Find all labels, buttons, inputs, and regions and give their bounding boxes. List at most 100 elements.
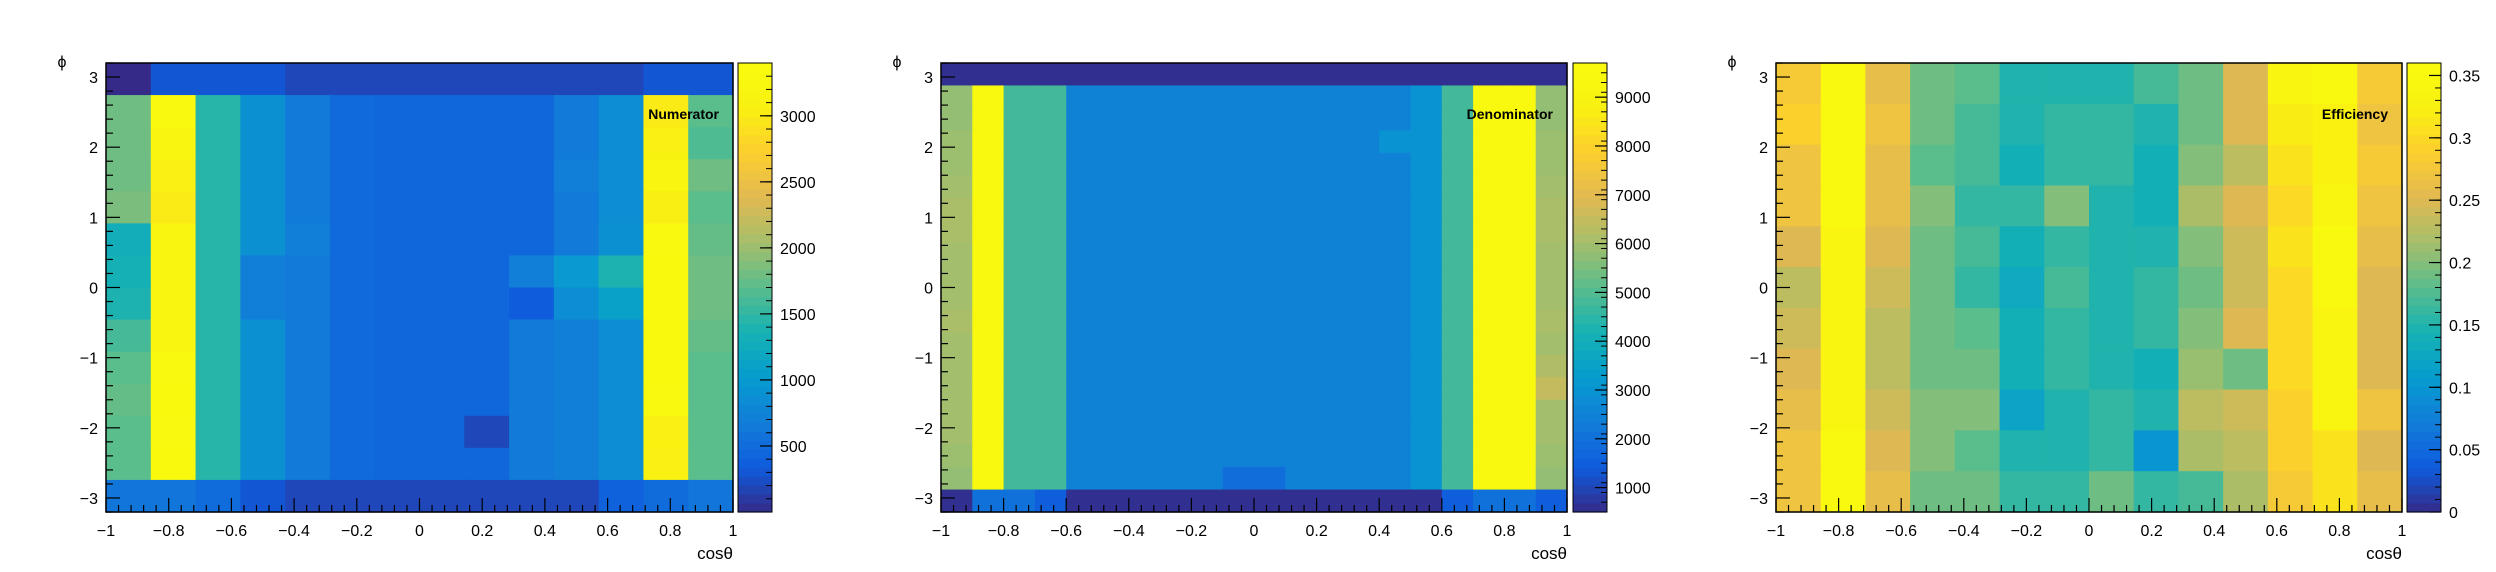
- heatmap-cell: [1535, 309, 1568, 333]
- heatmap-cell: [1473, 175, 1505, 199]
- heatmap-cell: [509, 255, 555, 289]
- heatmap-cell: [2089, 267, 2135, 309]
- heatmap-cell: [1128, 197, 1161, 221]
- heatmap-cell: [1504, 377, 1537, 401]
- heatmap-cell: [374, 319, 421, 353]
- palette-tick-label: 7000: [1615, 188, 1651, 205]
- heatmap-cell: [1954, 389, 2001, 431]
- heatmap-cell: [1128, 152, 1161, 176]
- heatmap-cell: [1379, 399, 1412, 423]
- heatmap-cell: [1379, 85, 1412, 109]
- heatmap-cell: [419, 383, 465, 417]
- heatmap-cell: [1316, 152, 1349, 176]
- heatmap-cell: [1473, 242, 1505, 266]
- heatmap-cell: [2044, 103, 2090, 146]
- heatmap-cell: [195, 351, 241, 385]
- heatmap-cell: [1954, 63, 2001, 105]
- heatmap-cell: [1999, 348, 2045, 391]
- heatmap-cell: [509, 223, 555, 257]
- palette-band: [1573, 467, 1607, 477]
- heatmap-cell: [1254, 85, 1286, 109]
- heatmap-cell: [2044, 389, 2090, 431]
- heatmap-cell: [2357, 226, 2403, 268]
- palette-band: [738, 188, 772, 199]
- heatmap-cell: [688, 319, 734, 353]
- heatmap-cell: [941, 489, 973, 513]
- heatmap-cell: [1954, 430, 2001, 472]
- heatmap-cell: [1066, 422, 1099, 446]
- heatmap-cell: [106, 159, 152, 192]
- heatmap-cell: [419, 223, 465, 257]
- heatmap-cell: [1034, 489, 1067, 513]
- heatmap-cell: [1504, 422, 1537, 446]
- heatmap-cells: [106, 63, 734, 513]
- heatmap-cell: [1910, 471, 1956, 513]
- heatmap-cell: [464, 415, 510, 449]
- heatmap-cell: [1999, 389, 2045, 431]
- heatmap-cell: [1285, 175, 1318, 199]
- heatmap-cell: [643, 319, 689, 353]
- heatmap-cell: [1441, 309, 1474, 333]
- palette-band: [2407, 188, 2441, 199]
- heatmap-cell: [106, 127, 152, 160]
- heatmap-cell: [1347, 152, 1380, 176]
- heatmap-cell: [1034, 130, 1067, 154]
- x-tick-label: −0.2: [1176, 523, 1208, 540]
- palette-tick-label: 0: [2449, 505, 2458, 522]
- heatmap-cell: [643, 383, 689, 417]
- heatmap-cell: [1285, 287, 1318, 311]
- heatmap-cell: [374, 63, 421, 96]
- palette-band: [1573, 116, 1607, 127]
- heatmap-cell: [1003, 197, 1036, 221]
- heatmap-cell: [285, 223, 331, 257]
- heatmap-cell: [2357, 307, 2403, 350]
- heatmap-cell: [1191, 399, 1224, 423]
- heatmap-cell: [1160, 287, 1192, 311]
- heatmap-cell: [1441, 85, 1474, 109]
- heatmap-cell: [1191, 422, 1224, 446]
- heatmap-cell: [1820, 144, 1867, 187]
- palette-band: [2407, 143, 2441, 154]
- heatmap-cell: [1034, 354, 1067, 378]
- heatmap-cell: [1347, 197, 1380, 221]
- heatmap-cell: [374, 127, 421, 160]
- heatmap-cell: [329, 63, 376, 96]
- heatmap-cell: [941, 85, 973, 109]
- heatmap-cell: [1865, 307, 1911, 350]
- heatmap-cell: [1910, 103, 1956, 146]
- heatmap-cell: [598, 191, 645, 224]
- palette-band: [2407, 377, 2441, 387]
- heatmap-cell: [419, 63, 465, 96]
- heatmap-cell: [1410, 309, 1443, 333]
- heatmap-cell: [2312, 430, 2358, 472]
- heatmap-cell: [643, 447, 689, 481]
- heatmap-cell: [598, 127, 645, 160]
- heatmap-cell: [1410, 85, 1443, 109]
- heatmap-cell: [1222, 444, 1255, 468]
- heatmap-cell: [553, 447, 600, 481]
- heatmap-cell: [1066, 63, 1099, 87]
- heatmap-cell: [1222, 175, 1255, 199]
- y-tick-label: −1: [1750, 351, 1768, 368]
- heatmap-cell: [1316, 332, 1349, 356]
- heatmap-cell: [1222, 85, 1255, 109]
- heatmap-cell: [150, 63, 197, 96]
- heatmap-cell: [2312, 307, 2358, 350]
- heatmap-cell: [553, 159, 600, 192]
- heatmap-cell: [1865, 389, 1911, 431]
- x-tick-label: 0.6: [596, 523, 618, 540]
- heatmap-cell: [106, 287, 152, 321]
- heatmap-cell: [1034, 85, 1067, 109]
- heatmap-cell: [2178, 267, 2224, 309]
- heatmap-cell: [1865, 267, 1911, 309]
- heatmap-cell: [1066, 309, 1099, 333]
- heatmap-cell: [1097, 197, 1130, 221]
- heatmap-cell: [1954, 144, 2001, 187]
- heatmap-cell: [1285, 85, 1318, 109]
- heatmap-cell: [1504, 489, 1537, 513]
- heatmap-cell: [598, 223, 645, 257]
- heatmap-cell: [106, 415, 152, 449]
- heatmap-cell: [285, 95, 331, 128]
- y-axis-label: ϕ: [58, 54, 67, 71]
- palette-band: [738, 503, 772, 513]
